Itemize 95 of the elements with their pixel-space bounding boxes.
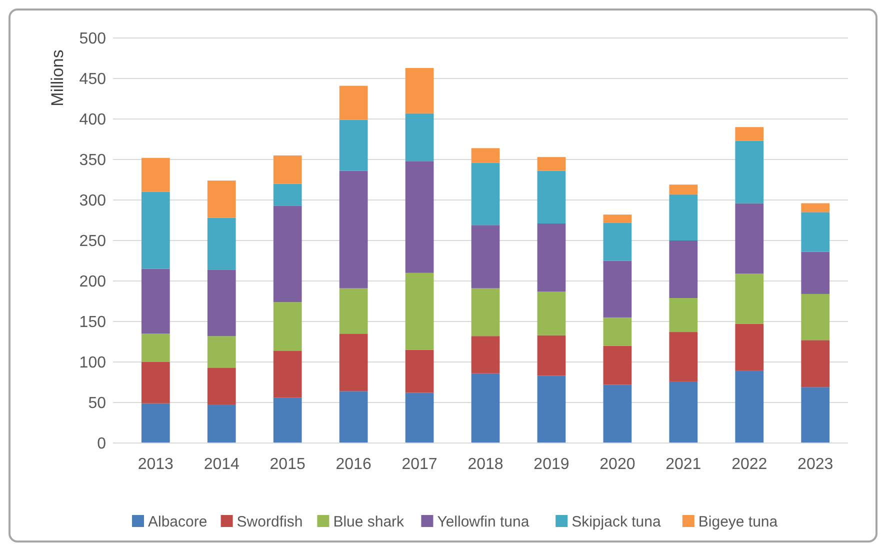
bar [471, 225, 500, 288]
bar [801, 203, 830, 212]
bar [339, 120, 368, 171]
bar [273, 350, 302, 398]
bar [735, 274, 764, 324]
bar [207, 368, 236, 405]
bar [141, 362, 170, 404]
bar [207, 336, 236, 368]
x-tick-label: 2017 [402, 456, 438, 473]
bar [273, 398, 302, 443]
bar [669, 184, 698, 194]
bar [669, 194, 698, 240]
bar [339, 170, 368, 288]
x-tick-label: 2014 [204, 456, 240, 473]
y-tick-label: 300 [79, 192, 106, 210]
x-tick-label: 2016 [336, 456, 372, 473]
x-tick-label: 2023 [798, 456, 834, 473]
bar [207, 270, 236, 336]
y-tick-label: 400 [79, 112, 106, 129]
y-tick-label: 250 [79, 233, 106, 250]
y-tick-label: 50 [88, 395, 106, 412]
bar [405, 68, 434, 114]
bar [603, 260, 632, 318]
bar [339, 391, 368, 443]
bar [273, 206, 302, 302]
bar [405, 113, 434, 162]
bar [537, 223, 566, 292]
bar [141, 192, 170, 269]
bar [603, 317, 632, 346]
legend-label: Skipjack tuna [572, 513, 662, 530]
legend-label: Bigeye tuna [698, 513, 778, 530]
bar [141, 334, 170, 362]
legend-label: Swordfish [236, 513, 303, 530]
bar [471, 288, 500, 336]
x-tick-label: 2019 [534, 456, 570, 473]
legend-label: Blue shark [333, 513, 405, 530]
bar [207, 218, 236, 270]
bar [735, 324, 764, 371]
bar [339, 334, 368, 392]
bar [537, 292, 566, 336]
bar [207, 404, 236, 443]
bar [207, 180, 236, 218]
bar [339, 86, 368, 120]
bar [603, 214, 632, 223]
bar [405, 161, 434, 273]
legend-label: Yellowfin tuna [437, 513, 530, 530]
x-tick-label: 2018 [468, 456, 504, 473]
bar [801, 340, 830, 388]
y-axis-title: Millions [48, 50, 67, 106]
x-tick-label: 2021 [666, 456, 702, 473]
bar [471, 148, 500, 163]
bar [669, 298, 698, 332]
x-tick-label: 2020 [600, 456, 636, 473]
bar [735, 203, 764, 274]
bar [669, 240, 698, 298]
x-tick-label: 2015 [270, 456, 306, 473]
bar [141, 158, 170, 192]
bar [141, 403, 170, 443]
x-tick-label: 2022 [732, 456, 768, 473]
bar [339, 288, 368, 334]
y-tick-label: 150 [79, 314, 106, 332]
bar [735, 140, 764, 204]
y-tick-label: 450 [79, 71, 106, 88]
bar [273, 155, 302, 184]
bar [537, 170, 566, 224]
bar [669, 332, 698, 382]
y-tick-label: 350 [79, 152, 106, 170]
bar [735, 370, 764, 443]
bar [405, 272, 434, 350]
bar [537, 335, 566, 376]
bar [801, 212, 830, 252]
y-tick-label: 0 [97, 436, 106, 453]
bar [801, 252, 830, 294]
bar [405, 350, 434, 393]
bar [669, 381, 698, 443]
bar [273, 302, 302, 351]
bar [603, 384, 632, 443]
bar [801, 387, 830, 443]
bar [471, 373, 500, 443]
bar [801, 294, 830, 340]
bar [735, 127, 764, 141]
bar [603, 222, 632, 261]
bar [273, 184, 302, 206]
legend-label: Albacore [148, 513, 208, 530]
y-tick-label: 500 [79, 30, 106, 48]
bar [141, 268, 170, 334]
bar [405, 392, 434, 443]
y-tick-label: 100 [79, 354, 106, 372]
bar [537, 157, 566, 171]
bar [471, 336, 500, 374]
x-tick-label: 2013 [138, 456, 174, 473]
bar [471, 162, 500, 226]
y-tick-label: 200 [79, 274, 106, 291]
bar [537, 376, 566, 443]
bar [603, 346, 632, 385]
